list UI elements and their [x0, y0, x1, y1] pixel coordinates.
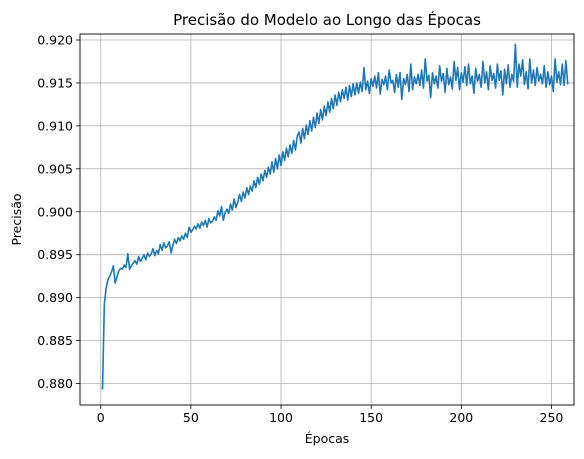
y-axis: 0.880 0.885 0.890 0.895 0.900 0.905 0.910 0.915…: [37, 33, 80, 391]
y-tick-label: 0.915: [37, 75, 73, 90]
y-tick-label: 0.880: [37, 376, 73, 391]
series-layer: [101, 43, 569, 390]
y-axis-title: Precisão: [9, 193, 24, 245]
x-tick-label: 150: [359, 410, 383, 425]
y-tick-label: 0.885: [37, 333, 73, 348]
x-tick-label: 0: [97, 410, 105, 425]
x-tick-label: 50: [183, 410, 199, 425]
y-tick-label: 0.905: [37, 161, 73, 176]
x-tick-label: 100: [269, 410, 293, 425]
y-tick-label: 0.895: [37, 247, 73, 262]
x-tick-label: 250: [540, 410, 564, 425]
y-tick-label: 0.890: [37, 290, 73, 305]
y-tick-label: 0.910: [37, 118, 73, 133]
x-tick-label: 200: [449, 410, 473, 425]
grid: [80, 34, 574, 405]
x-axis: 0 50 100 150 200 250: [97, 405, 564, 425]
x-axis-title: Épocas: [305, 431, 350, 446]
chart-title: Precisão do Modelo ao Longo das Épocas: [173, 10, 481, 29]
y-tick-label: 0.900: [37, 204, 73, 219]
y-tick-label: 0.920: [37, 33, 73, 48]
accuracy-series-line: [101, 43, 569, 390]
plot-frame: [79, 33, 575, 406]
